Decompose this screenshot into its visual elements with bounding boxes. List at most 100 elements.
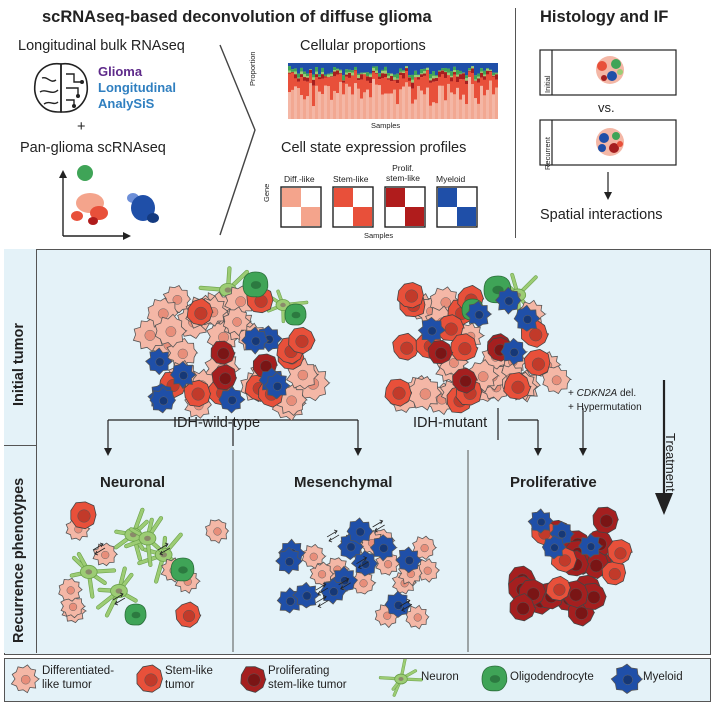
- proportion-segment: [375, 70, 379, 74]
- proportion-segment: [444, 63, 448, 68]
- legend-stem-line1: Stem-like: [165, 665, 213, 677]
- proportion-segment: [483, 76, 487, 80]
- proportion-segment: [339, 73, 343, 82]
- proportion-segment: [369, 63, 373, 74]
- glass-line2: Longitudinal: [98, 80, 176, 95]
- proportion-segment: [435, 77, 439, 82]
- legend-diff-line1: Differentiated-: [42, 665, 115, 677]
- proportion-segment: [378, 73, 382, 77]
- interaction-arrows: [399, 599, 413, 612]
- proportion-segment: [312, 77, 316, 80]
- oligodendrocyte-cell: [124, 603, 147, 626]
- proportion-segment: [321, 63, 325, 68]
- proportion-segment: [483, 95, 487, 119]
- proportion-segment: [342, 63, 346, 76]
- proportion-segment: [300, 67, 304, 72]
- proportion-segment: [345, 72, 349, 75]
- proportion-segment: [474, 79, 478, 81]
- proportion-segment: [333, 76, 337, 91]
- proportion-segment: [411, 63, 415, 75]
- proportion-segment: [471, 66, 475, 69]
- legend-neuron-icon: [378, 659, 423, 697]
- differentiated-tumor-cell: [222, 306, 253, 337]
- proportion-segment: [489, 80, 493, 119]
- proportion-segment: [354, 63, 358, 67]
- stem-like-tumor-cell: [288, 327, 316, 355]
- proportion-segment: [345, 83, 349, 119]
- proportion-segment: [423, 68, 427, 72]
- proportion-segment: [300, 95, 304, 119]
- proportion-segment: [366, 89, 370, 119]
- proportion-segment: [348, 72, 352, 73]
- proportion-segment: [348, 69, 352, 73]
- proliferating-tumor-cell: [452, 367, 478, 394]
- differentiated-tumor-cell: [407, 375, 443, 411]
- idh-mutant-label: IDH-mutant: [413, 415, 488, 431]
- proportion-segment: [456, 63, 460, 71]
- proportion-segment: [417, 79, 421, 86]
- oligodendrocyte-cell: [242, 271, 269, 298]
- stem-like-tumor-cell: [503, 372, 532, 400]
- proportion-segment: [378, 76, 382, 80]
- proportion-segment: [288, 70, 292, 73]
- profile-heatmaps: [280, 186, 478, 228]
- proportion-segment: [342, 82, 346, 95]
- proportion-segment: [465, 63, 469, 76]
- page-title: scRNAseq-based deconvolution of diffuse …: [42, 8, 432, 26]
- proportion-segment: [480, 85, 484, 119]
- myeloid-cell: [513, 304, 542, 332]
- proportion-segment: [375, 73, 379, 74]
- proportion-segment: [300, 63, 304, 68]
- proportion-segment: [492, 76, 496, 95]
- proportions-ylabel: Proportion: [248, 51, 257, 86]
- proportion-segment: [363, 72, 367, 74]
- proportion-segment: [456, 82, 460, 88]
- proportion-segment: [303, 63, 307, 72]
- proportion-segment: [324, 63, 328, 75]
- proportion-segment: [450, 92, 454, 119]
- hypermutation-annotation: + Hypermutation: [568, 402, 642, 413]
- stem-like-tumor-cell: [524, 349, 551, 376]
- profiles-title: Cell state expression profiles: [281, 140, 467, 156]
- cdkn2a-plus: +: [568, 388, 574, 399]
- proportion-segment: [339, 69, 343, 71]
- idh-mutant-cluster: [384, 272, 573, 416]
- proportion-segment: [381, 69, 385, 72]
- proportion-segment: [396, 63, 400, 74]
- proportion-segment: [324, 74, 328, 77]
- proportion-segment: [339, 73, 343, 74]
- stem-like-tumor-cell: [175, 601, 202, 628]
- proportion-segment: [495, 63, 498, 73]
- proportion-segment: [435, 103, 439, 119]
- proportion-segment: [306, 81, 310, 97]
- proportion-segment: [378, 63, 382, 74]
- proportion-segment: [321, 78, 325, 95]
- proportion-segment: [492, 94, 496, 119]
- proportion-segment: [420, 90, 424, 119]
- proportion-segment: [441, 85, 445, 119]
- proportion-segment: [462, 63, 466, 73]
- proportion-segment: [432, 102, 436, 119]
- proportion-segment: [360, 72, 364, 74]
- proportion-segment: [351, 75, 355, 95]
- proportion-segment: [411, 88, 415, 104]
- proportion-segment: [384, 66, 388, 71]
- proportion-segment: [327, 74, 331, 78]
- row-divider: [4, 445, 37, 446]
- proportion-segment: [486, 68, 490, 69]
- proportion-segment: [417, 63, 421, 75]
- proportion-segment: [468, 70, 472, 72]
- proportion-segment: [345, 74, 349, 77]
- proportion-segment: [318, 91, 322, 119]
- proliferative-label: Proliferative: [510, 474, 597, 491]
- histology-title: Histology and IF: [540, 8, 669, 26]
- proportion-segment: [450, 63, 454, 72]
- proportion-segment: [360, 98, 364, 119]
- proportion-segment: [294, 74, 298, 79]
- legend-oligo: Oligodendrocyte: [510, 671, 594, 683]
- proportion-segment: [303, 71, 307, 75]
- myeloid-cell: [169, 360, 197, 390]
- proportion-segment: [327, 73, 331, 75]
- proportion-segment: [444, 71, 448, 73]
- proportion-segment: [378, 79, 382, 86]
